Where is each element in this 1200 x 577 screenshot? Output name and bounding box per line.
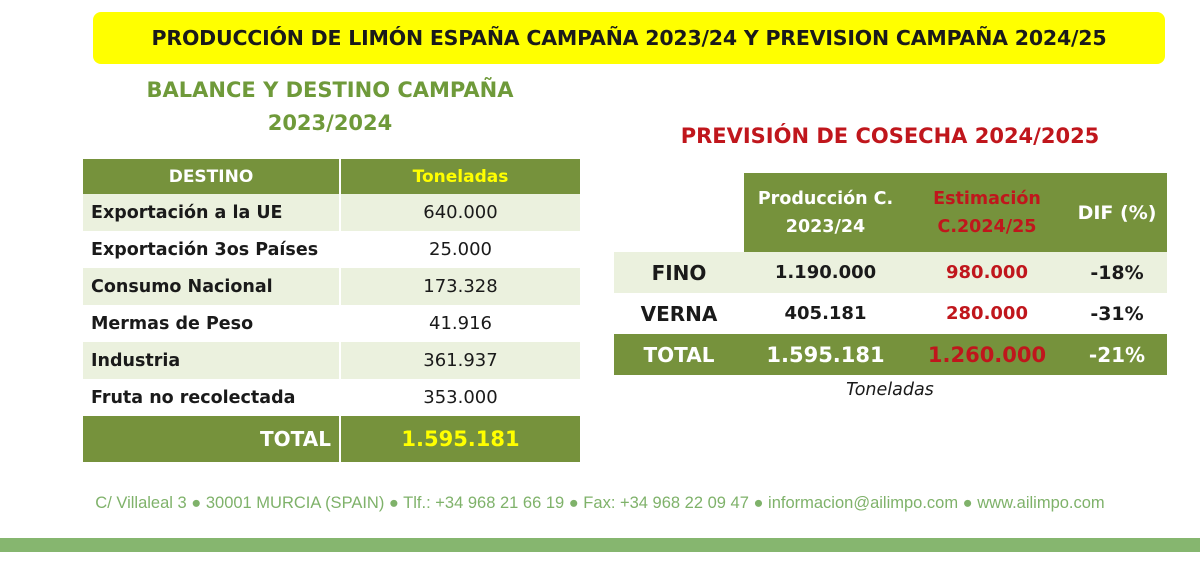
prevision-table-header: Producción C. 2023/24 Estimación C.2024/…: [614, 173, 1167, 252]
row-produccion: 1.190.000: [744, 252, 907, 293]
header-estimacion-line2: C.2024/25: [937, 216, 1037, 237]
total-produccion: 1.595.181: [744, 334, 907, 375]
header-produccion-line1: Producción C.: [757, 188, 894, 209]
row-toneladas: 353.000: [423, 387, 498, 408]
row-estimacion: 980.000: [907, 252, 1067, 293]
row-toneladas: 361.937: [341, 342, 580, 379]
main-title: PRODUCCIÓN DE LIMÓN ESPAÑA CAMPAÑA 2023/…: [151, 26, 1107, 50]
header-dif: DIF (%): [1067, 173, 1167, 252]
header-produccion-line2: 2023/24: [785, 216, 866, 237]
table-row: Industria 361.937: [83, 342, 580, 379]
prevision-total-row: TOTAL 1.595.181 1.260.000 -21%: [614, 334, 1167, 375]
row-toneladas: 173.328: [341, 268, 580, 305]
header-empty: [614, 173, 744, 252]
table-row: VERNA 405.181 280.000 -31%: [614, 293, 1167, 334]
header-toneladas: Toneladas: [341, 159, 580, 194]
header-destino: DESTINO: [83, 159, 341, 194]
total-dif: -21%: [1067, 334, 1167, 375]
balance-title-line2: 2023/2024: [267, 111, 393, 135]
table-row: Mermas de Peso 41.916: [83, 305, 580, 342]
row-toneladas: 640.000: [341, 194, 580, 231]
row-dif: -31%: [1090, 302, 1144, 325]
prevision-table: Producción C. 2023/24 Estimación C.2024/…: [614, 173, 1167, 375]
table-row: FINO 1.190.000 980.000 -18%: [614, 252, 1167, 293]
header-produccion: Producción C. 2023/24: [744, 173, 907, 252]
total-label: TOTAL: [614, 334, 744, 375]
total-estimacion: 1.260.000: [907, 334, 1067, 375]
row-destino: Fruta no recolectada: [91, 387, 296, 408]
row-estimacion: 280.000: [946, 303, 1028, 324]
table-row: Fruta no recolectada 353.000: [83, 379, 580, 416]
header-estimacion: Estimación C.2024/25: [907, 173, 1067, 252]
balance-title-line1: BALANCE Y DESTINO CAMPAÑA: [146, 78, 514, 102]
prevision-title: PREVISIÓN DE COSECHA 2024/2025: [680, 124, 1100, 148]
row-destino: Consumo Nacional: [83, 268, 341, 305]
row-destino: Industria: [83, 342, 341, 379]
row-dif: -18%: [1067, 252, 1167, 293]
unit-note: Toneladas: [846, 380, 934, 400]
row-destino: Exportación a la UE: [83, 194, 341, 231]
table-row: Exportación a la UE 640.000: [83, 194, 580, 231]
row-produccion: 405.181: [784, 303, 867, 324]
row-toneladas: 41.916: [429, 313, 492, 334]
row-destino: Exportación 3os Países: [91, 239, 319, 260]
balance-title: BALANCE Y DESTINO CAMPAÑA 2023/2024: [120, 74, 540, 140]
row-toneladas: 25.000: [429, 239, 492, 260]
balance-total-row: TOTAL 1.595.181: [83, 416, 580, 462]
footer-divider: [0, 538, 1200, 552]
balance-table-header: DESTINO Toneladas: [83, 159, 580, 194]
header-estimacion-line1: Estimación: [933, 188, 1041, 209]
row-variedad: FINO: [614, 252, 744, 293]
main-title-banner: PRODUCCIÓN DE LIMÓN ESPAÑA CAMPAÑA 2023/…: [93, 12, 1165, 64]
total-value: 1.595.181: [341, 416, 580, 462]
table-row: Exportación 3os Países 25.000: [83, 231, 580, 268]
footer-contact: C/ Villaleal 3 ● 30001 MURCIA (SPAIN) ● …: [95, 494, 1105, 512]
row-variedad: VERNA: [640, 301, 718, 326]
total-label: TOTAL: [83, 416, 341, 462]
row-destino: Mermas de Peso: [91, 313, 254, 334]
table-row: Consumo Nacional 173.328: [83, 268, 580, 305]
balance-table: DESTINO Toneladas Exportación a la UE 64…: [83, 159, 580, 462]
